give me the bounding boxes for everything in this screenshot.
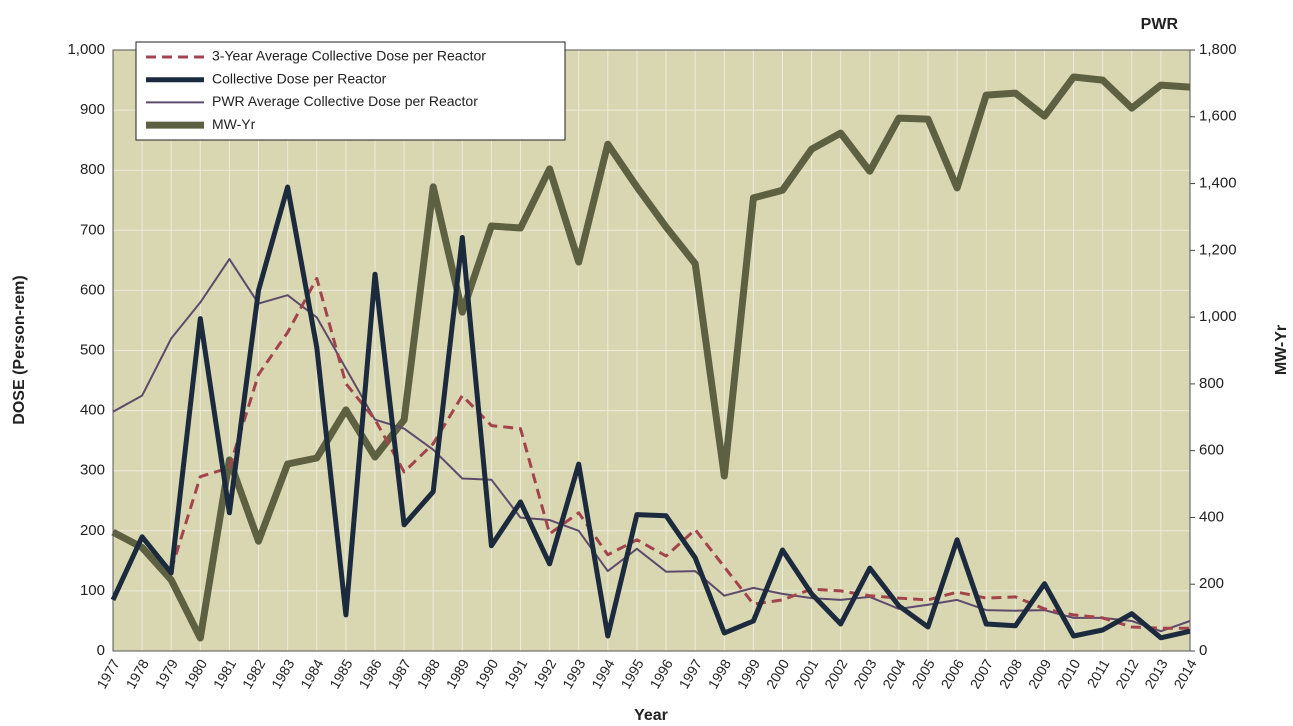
x-tick-label: 1991 <box>501 656 531 691</box>
x-tick-label: 2013 <box>1141 656 1171 691</box>
y2-tick-label: 200 <box>1199 575 1224 592</box>
x-tick-label: 1996 <box>646 656 676 691</box>
x-tick-label: 2006 <box>938 656 968 691</box>
y2-tick-label: 1,800 <box>1199 41 1237 58</box>
x-tick-label: 1999 <box>734 656 764 691</box>
x-tick-label: 1978 <box>122 656 152 691</box>
chart-title: PWR <box>1141 16 1179 33</box>
y-tick-label: 1,000 <box>67 41 105 58</box>
x-tick-label: 1994 <box>588 656 618 691</box>
x-tick-label: 1986 <box>355 656 385 691</box>
y-tick-label: 0 <box>97 642 105 659</box>
y2-tick-label: 1,400 <box>1199 175 1237 192</box>
x-tick-label: 1993 <box>559 656 589 691</box>
plot-border <box>112 49 1191 652</box>
x-tick-label: 1980 <box>181 656 211 691</box>
y-tick-label: 200 <box>80 522 105 539</box>
y-tick-label: 300 <box>80 462 105 479</box>
x-tick-label: 1997 <box>676 656 706 691</box>
x-tick-label: 1984 <box>297 656 327 691</box>
x-tick-label: 2009 <box>1025 656 1055 691</box>
x-tick-label: 2007 <box>967 656 997 691</box>
legend-label: PWR Average Collective Dose per Reactor <box>212 93 478 109</box>
x-tick-label: 1988 <box>414 656 444 691</box>
x-tick-label: 1998 <box>705 656 735 691</box>
y2-tick-label: 600 <box>1199 442 1224 459</box>
y2-tick-label: 0 <box>1199 642 1207 659</box>
y2-tick-label: 400 <box>1199 508 1224 525</box>
y2-tick-label: 800 <box>1199 375 1224 392</box>
legend-box <box>135 41 566 141</box>
legend-label: MW-Yr <box>212 116 256 132</box>
y-tick-label: 400 <box>80 402 105 419</box>
x-tick-label: 2011 <box>1084 656 1113 690</box>
y2-tick-label: 1,000 <box>1199 308 1237 325</box>
series-line <box>112 258 1191 633</box>
x-tick-label: 2014 <box>1170 656 1200 691</box>
y-tick-label: 600 <box>80 281 105 298</box>
series-line <box>110 184 1191 641</box>
legend-label: 3-Year Average Collective Dose per React… <box>212 48 486 64</box>
legend-label: Collective Dose per Reactor <box>212 70 387 86</box>
x-tick-label: 2004 <box>879 656 909 691</box>
x-tick-label: 1990 <box>472 656 502 691</box>
x-tick-label: 2010 <box>1054 656 1084 691</box>
x-tick-label: 1992 <box>530 656 560 691</box>
legend: 3-Year Average Collective Dose per React… <box>135 41 566 141</box>
x-tick-label: 2012 <box>1112 656 1142 691</box>
y2-tick-label: 1,200 <box>1199 241 1237 258</box>
x-tick-label: 1987 <box>384 656 414 691</box>
y-tick-label: 100 <box>80 582 105 599</box>
x-tick-label: 2005 <box>908 656 938 691</box>
x-tick-label: 1982 <box>239 656 269 691</box>
x-tick-label: 2008 <box>996 656 1026 691</box>
x-tick-label: 1983 <box>268 656 298 691</box>
series-line <box>111 73 1191 642</box>
y2-tick-label: 1,600 <box>1199 108 1237 125</box>
y-tick-label: 500 <box>80 341 105 358</box>
x-axis-label: Year <box>634 707 668 724</box>
x-tick-label: 1995 <box>617 656 647 691</box>
y-tick-label: 800 <box>80 161 105 178</box>
x-tick-label: 2000 <box>763 656 793 691</box>
x-tick-label: 1981 <box>210 656 240 691</box>
y2-axis-label: MW-Yr <box>1273 325 1290 375</box>
x-tick-label: 1977 <box>93 656 123 691</box>
x-tick-label: 1989 <box>443 656 473 691</box>
x-tick-label: 1979 <box>152 656 182 691</box>
x-tick-label: 2002 <box>821 656 851 691</box>
x-tick-label: 2003 <box>850 656 880 691</box>
y-axis-label: DOSE (Person-rem) <box>11 275 28 424</box>
x-tick-label: 2001 <box>792 656 822 691</box>
x-tick-label: 1985 <box>326 656 356 691</box>
y-tick-label: 900 <box>80 101 105 118</box>
y-tick-label: 700 <box>80 221 105 238</box>
